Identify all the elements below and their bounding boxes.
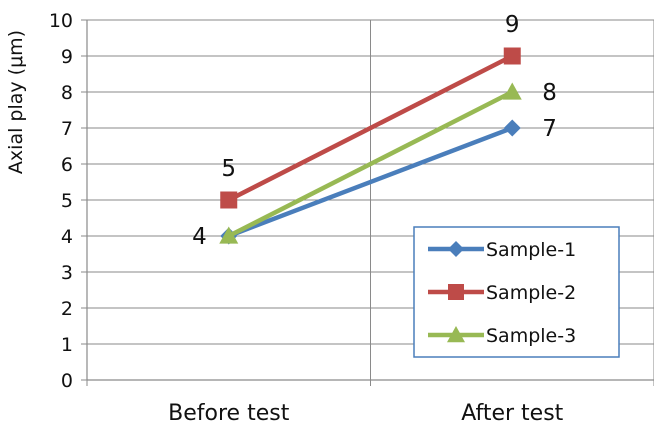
y-tick-label: 7 [61,118,73,140]
data-label: 7 [542,116,557,142]
y-tick-label: 0 [61,370,73,392]
legend-label: Sample-1 [486,239,576,261]
y-tick-label: 2 [61,298,73,320]
legend: Sample-1 Sample-2 Sample-3 [413,226,620,358]
y-tick-label: 4 [61,226,73,248]
y-tick-label: 10 [49,10,73,32]
series-sample-3 [219,82,522,244]
y-tick-label: 6 [61,154,73,176]
y-tick-label: 1 [61,334,73,356]
series-sample-2 [220,47,521,209]
data-label: 4 [192,224,207,250]
data-point [502,82,522,100]
x-category-label: After test [461,401,563,426]
y-tick-label: 8 [61,82,73,104]
data-point [219,226,239,244]
data-point [503,119,521,137]
data-label: 9 [505,12,520,38]
y-axis-label: Axial play (μm) [5,30,27,174]
series-group [219,47,522,245]
series-line [227,53,514,203]
legend-item-sample-3: Sample-3 [428,325,576,347]
legend-item-sample-1: Sample-1 [428,239,576,261]
data-point [503,47,521,65]
y-tick-label: 5 [61,190,73,212]
x-axis: Before test After test [86,379,654,426]
y-tick-label: 9 [61,46,73,68]
legend-marker [448,241,464,257]
data-point [220,191,238,209]
series-line [227,125,514,239]
data-label: 8 [542,80,557,106]
legend-label: Sample-3 [486,325,576,347]
legend-marker [448,284,464,300]
data-label: 5 [221,156,236,182]
y-tick-label: 3 [61,262,73,284]
x-category-label: Before test [168,401,290,426]
legend-label: Sample-2 [486,282,576,304]
series-line [227,89,514,239]
data-labels: 4 5 7 8 9 [192,12,557,250]
legend-item-sample-2: Sample-2 [428,282,576,304]
y-axis: 0 1 2 3 4 5 6 7 8 9 10 [49,10,88,392]
legend-marker [447,326,465,343]
